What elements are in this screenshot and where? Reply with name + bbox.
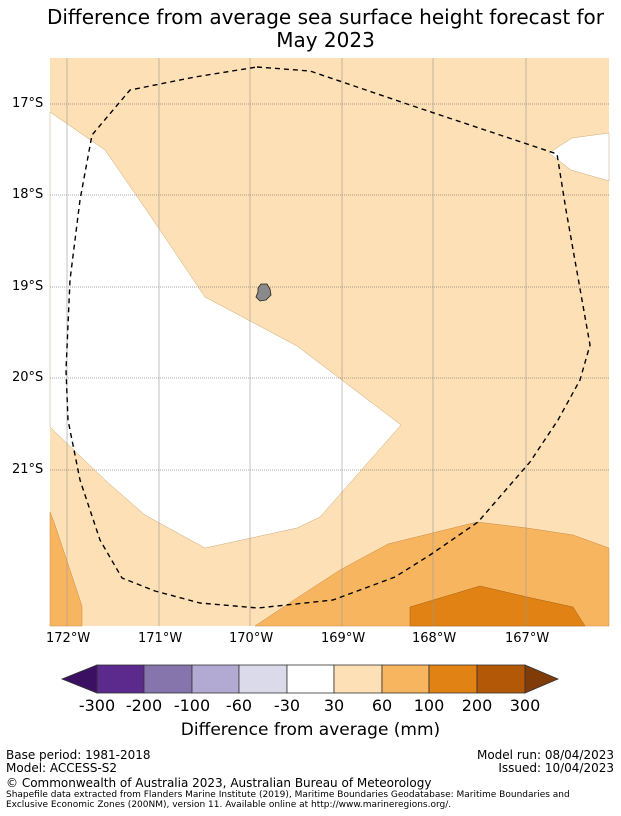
title-line-2: May 2023 [276,28,375,52]
colorbar-tick: 100 [413,696,445,715]
colorbar-bin-7 [381,664,430,694]
lat-label-19s: 19°S [12,279,44,294]
copyright: © Commonwealth of Australia 2023, Austra… [6,776,432,790]
lon-label-167w: 167°W [505,631,550,646]
colorbar-bin-4 [238,664,288,694]
colorbar-extend-high [524,664,560,694]
colorbar-extend-low [60,664,98,694]
colorbar-label: Difference from average (mm) [180,720,441,740]
base-period: Base period: 1981-2018 [6,748,151,762]
colorbar-tick: 200 [461,696,493,715]
neutral-anomaly-region [49,111,402,549]
meridians [66,58,527,626]
lat-label-18s: 18°S [12,187,44,202]
colorbar-tick: -200 [125,696,163,715]
shapefile-credit-2: Exclusive Economic Zones (200NM), versio… [6,800,452,810]
colorbar-tick: -60 [225,696,253,715]
lon-label-170w: 170°W [229,631,274,646]
colorbar-tick: 60 [371,696,393,715]
shapefile-credit-1: Shapefile data extracted from Flanders M… [6,790,570,800]
colorbar-tick: 300 [509,696,541,715]
strong-positive-region [409,585,586,627]
moderate-positive-region-sw [49,511,83,627]
lat-label-17s: 17°S [12,96,44,111]
colorbar-tick: -30 [273,696,301,715]
colorbar-tick: -100 [173,696,211,715]
colorbar-bin-1 [96,664,145,694]
lon-label-172w: 172°W [46,631,91,646]
lat-label-21s: 21°S [12,462,44,477]
colorbar-bin-8 [428,664,478,694]
chart-title: Difference from average sea surface heig… [0,6,621,52]
title-line-1: Difference from average sea surface heig… [46,5,605,29]
island-landmass [255,283,272,302]
colorbar-bin-6 [333,664,383,694]
lon-label-171w: 171°W [138,631,183,646]
colorbar-tick: -300 [78,696,116,715]
colorbar-bin-3 [191,664,240,694]
model-run: Model run: 08/04/2023 [476,748,614,762]
lat-label-20s: 20°S [12,370,44,385]
colorbar-bin-2 [143,664,193,694]
colorbar [60,664,560,694]
model-name: Model: ACCESS-S2 [6,761,118,775]
colorbar-tick: 30 [323,696,345,715]
neutral-anomaly-region-ne [548,132,610,182]
colorbar-bin-5 [286,664,335,694]
lon-label-169w: 169°W [321,631,366,646]
eez-boundary [65,66,591,609]
colorbar-bin-9 [476,664,526,694]
issued-date: Issued: 10/04/2023 [498,761,614,775]
lon-label-168w: 168°W [412,631,457,646]
